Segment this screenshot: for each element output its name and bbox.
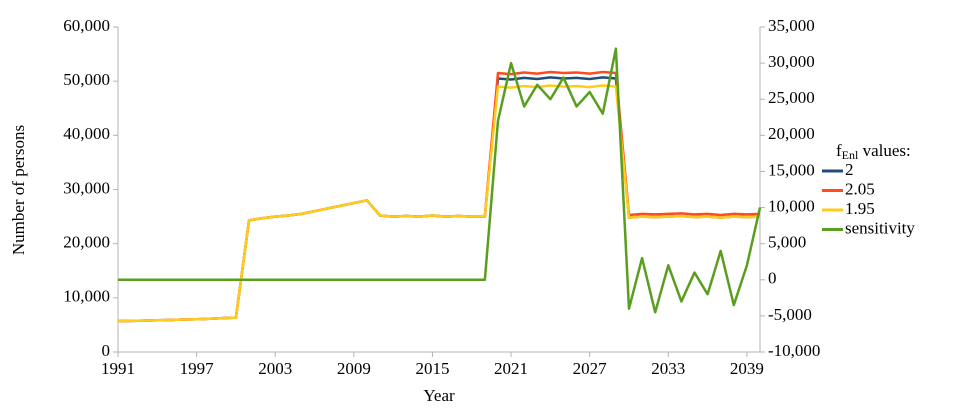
y2-tick-label: 5,000 — [768, 233, 806, 252]
x-tick-label: 2003 — [258, 359, 292, 378]
y-tick-label: 10,000 — [63, 287, 110, 306]
x-tick-label: 2009 — [337, 359, 371, 378]
y-axis-label: Number of persons — [9, 125, 28, 255]
y-tick-label: 20,000 — [63, 233, 110, 252]
legend-title-main: f — [836, 141, 842, 160]
legend-label: sensitivity — [845, 218, 915, 237]
legend-label: 1.95 — [845, 199, 875, 218]
y-tick-label: 30,000 — [63, 178, 110, 197]
y2-tick-label: 20,000 — [768, 124, 815, 143]
y2-tick-label: 0 — [768, 269, 777, 288]
y2-tick-label: 25,000 — [768, 88, 815, 107]
y2-tick-label: -10,000 — [768, 341, 820, 360]
y-tick-label: 40,000 — [63, 124, 110, 143]
y2-tick-label: 30,000 — [768, 52, 815, 71]
y-tick-label: 60,000 — [63, 16, 110, 35]
x-tick-label: 2021 — [494, 359, 528, 378]
series-line — [118, 47, 762, 314]
y-tick-label: 0 — [102, 341, 111, 360]
legend-title-sub: Enl — [842, 148, 859, 162]
series-line — [117, 84, 761, 323]
x-tick-label: 2033 — [651, 359, 685, 378]
y2-tick-label: 15,000 — [768, 160, 815, 179]
x-tick-label: 2027 — [573, 359, 608, 378]
x-tick-label: 1997 — [180, 359, 215, 378]
y2-tick-label: -5,000 — [768, 305, 812, 324]
y-tick-label: 50,000 — [63, 70, 110, 89]
x-axis-label: Year — [423, 386, 455, 405]
x-tick-label: 1991 — [101, 359, 135, 378]
legend-title: fEnl values: — [836, 141, 911, 162]
legend-label: 2.05 — [845, 179, 875, 198]
y2-tick-label: 35,000 — [768, 16, 815, 35]
x-tick-label: 2039 — [730, 359, 764, 378]
legend-title-rest: values: — [858, 141, 910, 160]
y2-tick-label: 10,000 — [768, 196, 815, 215]
x-tick-label: 2015 — [415, 359, 449, 378]
legend-label: 2 — [845, 160, 854, 179]
